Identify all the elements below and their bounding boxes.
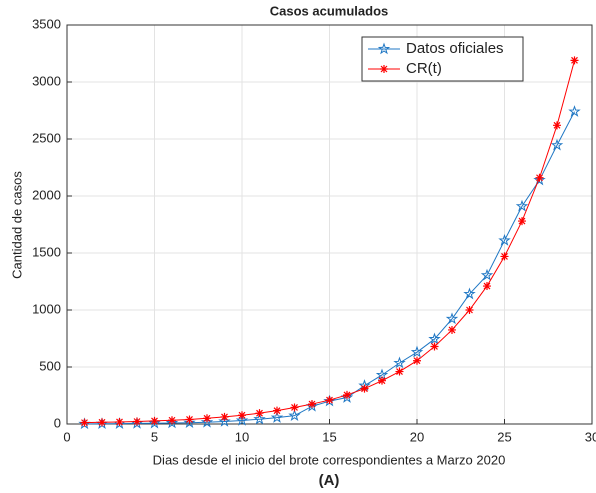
x-tick-label: 15	[322, 429, 336, 444]
data-point	[255, 409, 264, 418]
data-point	[220, 412, 229, 421]
y-tick-label: 1500	[32, 244, 61, 259]
data-point	[218, 414, 231, 427]
x-tick-label: 25	[497, 429, 511, 444]
legend-label: CR(t)	[406, 60, 442, 77]
data-point	[150, 416, 159, 425]
data-point	[200, 415, 214, 428]
data-point	[463, 287, 476, 300]
data-point	[413, 356, 421, 365]
data-point	[308, 400, 316, 409]
x-tick-label: 0	[63, 429, 70, 444]
data-point	[410, 345, 424, 358]
data-point	[550, 138, 564, 151]
data-point	[360, 384, 369, 393]
chart-title: Casos acumulados	[270, 3, 389, 18]
legend-marker	[380, 65, 388, 73]
data-point	[183, 416, 196, 429]
y-axis-label: Cantidad de casos	[9, 171, 24, 279]
data-point	[480, 268, 494, 281]
y-tick-label: 0	[54, 415, 61, 430]
data-point	[270, 411, 284, 423]
data-point	[483, 282, 491, 291]
data-point	[325, 396, 334, 405]
data-point	[98, 418, 106, 427]
y-tick-label: 500	[39, 358, 61, 373]
data-point	[515, 199, 529, 212]
data-point	[378, 376, 386, 385]
axes-box	[66, 24, 593, 425]
data-point	[533, 173, 546, 186]
y-tick-label: 2000	[32, 187, 61, 202]
data-point	[395, 367, 404, 376]
data-point	[185, 415, 194, 424]
data-point	[115, 417, 124, 426]
data-point	[343, 390, 351, 399]
x-tick-label: 10	[235, 429, 249, 444]
data-point	[428, 332, 441, 345]
data-point	[518, 217, 526, 226]
data-point	[165, 416, 179, 429]
data-point	[430, 342, 439, 351]
y-tick-label: 1000	[32, 301, 61, 316]
data-point	[288, 409, 301, 421]
legend-marker	[377, 42, 391, 55]
x-axis-label: Dias desde el inicio del brote correspon…	[153, 452, 506, 467]
data-point	[290, 403, 299, 412]
data-point	[500, 252, 509, 261]
data-point	[393, 356, 406, 369]
x-tick-label: 5	[151, 429, 158, 444]
y-tick-label: 2500	[32, 130, 61, 145]
data-point	[570, 56, 579, 65]
data-point	[465, 306, 474, 314]
y-tick-label: 3000	[32, 73, 61, 88]
data-point	[168, 416, 176, 425]
data-point	[133, 417, 141, 426]
data-point	[148, 416, 161, 429]
data-point	[553, 121, 561, 130]
data-point	[535, 173, 544, 182]
data-point	[568, 105, 581, 117]
x-tick-label: 20	[410, 429, 424, 444]
data-point	[80, 418, 89, 427]
legend-box	[361, 36, 524, 82]
data-point	[498, 233, 511, 246]
x-tick-label: 30	[585, 429, 596, 444]
data-point	[253, 412, 266, 425]
data-point	[445, 312, 459, 325]
y-tick-label: 3500	[32, 16, 61, 31]
data-point	[235, 413, 249, 426]
legend-label: Datos oficiales	[406, 40, 504, 57]
caption: (A)	[319, 472, 340, 489]
data-point	[273, 406, 281, 415]
data-point	[448, 325, 456, 334]
data-point	[203, 414, 211, 423]
data-point	[238, 411, 246, 420]
